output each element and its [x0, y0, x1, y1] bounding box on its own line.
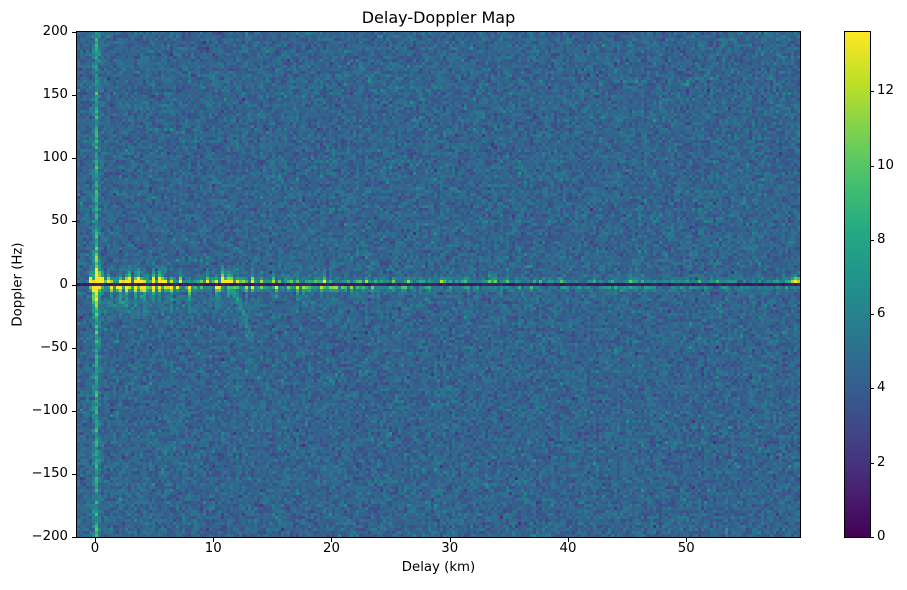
y-tick-label--200: −200: [31, 529, 68, 544]
colorbar-tick-label-12: 12: [877, 83, 894, 99]
y-tick-label-150: 150: [42, 87, 68, 103]
colorbar-tick-mark-6: [870, 314, 874, 316]
x-tick-label-0: 0: [90, 541, 100, 556]
colorbar-tick-mark-0: [870, 537, 874, 538]
y-tick-mark--200: [72, 537, 76, 538]
x-tick-mark-40: [567, 538, 569, 542]
colorbar-tick-label-8: 8: [877, 231, 886, 247]
x-tick-mark-10: [213, 538, 215, 542]
x-tick-mark-50: [686, 538, 688, 542]
y-tick-mark-50: [72, 221, 76, 223]
y-tick-mark-100: [72, 158, 76, 160]
y-tick-mark-0: [72, 284, 76, 286]
colorbar-tick-mark-2: [870, 462, 874, 464]
x-tick-label-20: 20: [323, 541, 340, 556]
chart-title: Delay-Doppler Map: [361, 8, 516, 27]
heatmap-canvas: [77, 32, 800, 537]
colorbar-tick-mark-12: [870, 91, 874, 93]
x-tick-mark-20: [331, 538, 333, 542]
x-tick-mark-0: [94, 538, 96, 542]
colorbar-tick-mark-8: [870, 239, 874, 241]
y-tick-label-0: 0: [59, 276, 68, 292]
x-axis-label: Delay (km): [401, 560, 476, 575]
colorbar-tick-label-6: 6: [877, 306, 886, 322]
y-tick-mark--100: [72, 410, 76, 412]
colorbar-canvas: [845, 32, 870, 537]
x-tick-label-30: 30: [441, 541, 459, 556]
x-tick-label-40: 40: [559, 541, 577, 556]
y-tick-mark-200: [72, 32, 76, 33]
colorbar-tick-label-0: 0: [877, 529, 886, 544]
colorbar: [844, 31, 871, 538]
colorbar-tick-mark-10: [870, 165, 874, 167]
y-tick-label--100: −100: [31, 402, 68, 418]
y-tick-label-200: 200: [42, 24, 68, 39]
x-tick-mark-30: [449, 538, 451, 542]
y-tick-label--150: −150: [31, 465, 68, 481]
colorbar-tick-label-2: 2: [877, 454, 886, 470]
plot-area: [76, 31, 801, 538]
x-tick-label-50: 50: [677, 541, 695, 556]
y-tick-label-50: 50: [51, 213, 68, 229]
colorbar-tick-mark-4: [870, 388, 874, 390]
y-tick-mark--150: [72, 473, 76, 475]
colorbar-tick-label-4: 4: [877, 380, 886, 396]
y-tick-mark-150: [72, 95, 76, 97]
colorbar-tick-label-10: 10: [877, 157, 894, 173]
y-tick-label-100: 100: [42, 150, 68, 166]
x-tick-label-10: 10: [204, 541, 222, 556]
y-tick-label--50: −50: [39, 339, 68, 355]
y-tick-mark--50: [72, 347, 76, 349]
